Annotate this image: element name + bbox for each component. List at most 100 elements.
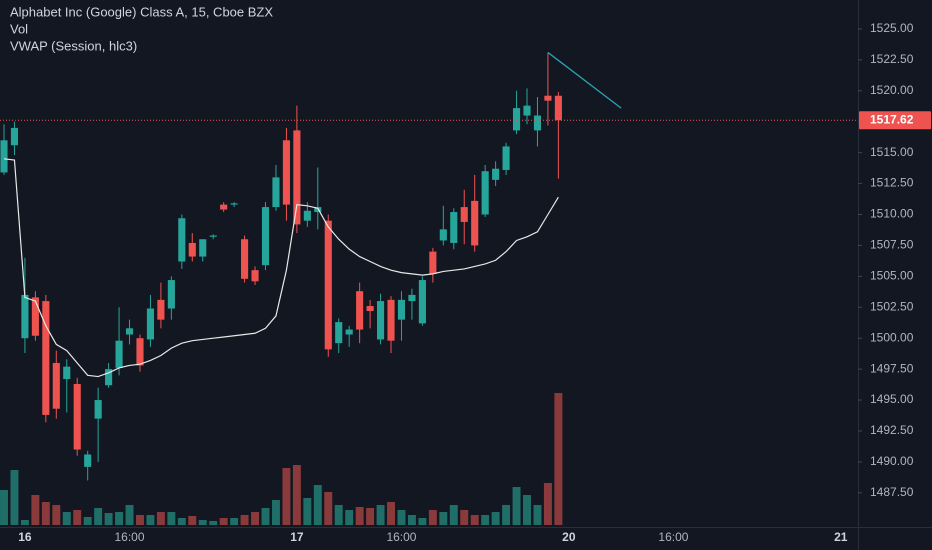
legend-vwap: VWAP (Session, hlc3) <box>10 38 137 53</box>
candle-body <box>230 203 238 205</box>
candle-body <box>450 212 458 243</box>
volume-bar <box>94 508 103 525</box>
x-tick-label: 20 <box>562 530 576 544</box>
volume-bar <box>167 512 176 525</box>
y-tick-label: 1487.50 <box>870 485 914 499</box>
volume-bar <box>345 510 354 525</box>
candle-body <box>492 168 500 180</box>
volume-bar <box>303 498 312 525</box>
y-tick-label: 1520.00 <box>870 83 914 97</box>
candle-body <box>429 251 437 274</box>
candle-body <box>345 329 353 335</box>
candle-body <box>324 220 332 350</box>
candle-body <box>94 400 102 419</box>
volume-bar <box>324 492 333 525</box>
volume-bar <box>156 512 165 525</box>
volume-bar <box>460 510 469 525</box>
candle-body <box>220 204 228 210</box>
volume-bar <box>418 518 427 525</box>
y-tick-label: 1490.00 <box>870 454 914 468</box>
candle-body <box>502 146 510 170</box>
y-tick-label: 1500.00 <box>870 330 914 344</box>
candle-body <box>335 322 343 344</box>
candle-body <box>408 294 416 302</box>
volume-bar <box>407 515 416 525</box>
volume-bar <box>271 500 280 525</box>
volume-bar <box>230 518 239 525</box>
candle-body <box>52 362 60 409</box>
volume-bar <box>449 505 458 525</box>
volume-bar <box>31 495 40 525</box>
y-tick-label: 1505.00 <box>870 269 914 283</box>
axes: 1487.50 1490.00 1492.50 1495.00 1497.50 1500.… <box>18 21 931 544</box>
candle-body <box>377 301 385 340</box>
volume-bar <box>52 505 61 525</box>
candle-body <box>42 301 50 415</box>
candle-body <box>136 338 144 366</box>
volume-bar <box>397 510 406 525</box>
vwap-line <box>3 158 559 378</box>
candle-body <box>21 294 29 339</box>
candle-body <box>261 207 270 266</box>
candle-body <box>209 235 217 237</box>
volume-bar <box>10 470 19 525</box>
candle-body <box>439 229 447 241</box>
volume-bar <box>533 505 542 525</box>
x-tick-label: 16:00 <box>115 530 145 544</box>
legend-title: Alphabet Inc (Google) Class A, 15, Cboe … <box>10 4 273 19</box>
x-tick-label: 17 <box>290 530 304 544</box>
volume-bar <box>543 483 552 525</box>
volume-bar <box>115 512 124 525</box>
volume-bar <box>470 515 479 525</box>
candle-body <box>471 200 479 246</box>
candle-body <box>366 306 374 311</box>
candle-body <box>146 308 154 340</box>
x-tick-label: 21 <box>834 530 848 544</box>
candle-body <box>533 115 542 131</box>
y-tick-label: 1510.00 <box>870 207 914 221</box>
volume-bar <box>0 490 8 525</box>
y-tick-label: 1502.50 <box>870 299 914 313</box>
last-price-label: 1517.62 <box>870 112 914 126</box>
volume-bar <box>512 487 521 525</box>
candle-body <box>544 95 552 101</box>
candle-body <box>523 105 531 116</box>
volume-bar <box>188 516 197 525</box>
candle-body <box>115 340 123 368</box>
candle-body <box>63 366 71 380</box>
last-price-box <box>859 111 931 130</box>
volume-bar <box>554 393 563 525</box>
candle-body <box>554 95 562 121</box>
candle-body <box>272 177 280 208</box>
candle-body <box>397 299 406 320</box>
volume-bar <box>491 512 500 525</box>
candle-body <box>31 297 39 336</box>
candle-body <box>293 130 301 225</box>
candle-body <box>481 171 489 215</box>
x-tick-label: 16 <box>18 530 32 544</box>
y-tick-label: 1515.00 <box>870 145 914 159</box>
candle-body <box>84 454 92 467</box>
candle-body <box>512 108 521 131</box>
volume-bar <box>439 512 448 525</box>
volume-bar <box>251 512 260 525</box>
volume-bar <box>313 485 322 525</box>
volume-bar <box>146 515 155 525</box>
candle-body <box>188 242 196 257</box>
y-tick-label: 1507.50 <box>870 238 914 252</box>
volume-bar <box>104 513 113 525</box>
y-tick-label: 1495.00 <box>870 392 914 406</box>
candle-body <box>157 299 165 320</box>
y-tick-label: 1492.50 <box>870 423 914 437</box>
candle-body <box>125 328 134 335</box>
volume-bar <box>292 465 301 525</box>
candle-body <box>282 140 290 205</box>
x-tick-label: 16:00 <box>386 530 416 544</box>
plot-area <box>0 51 858 525</box>
volume-bar <box>376 505 385 525</box>
y-tick-label: 1522.50 <box>870 52 914 66</box>
volume-bar <box>20 520 29 525</box>
volume-bar <box>261 508 270 525</box>
volume-bar <box>73 510 82 525</box>
